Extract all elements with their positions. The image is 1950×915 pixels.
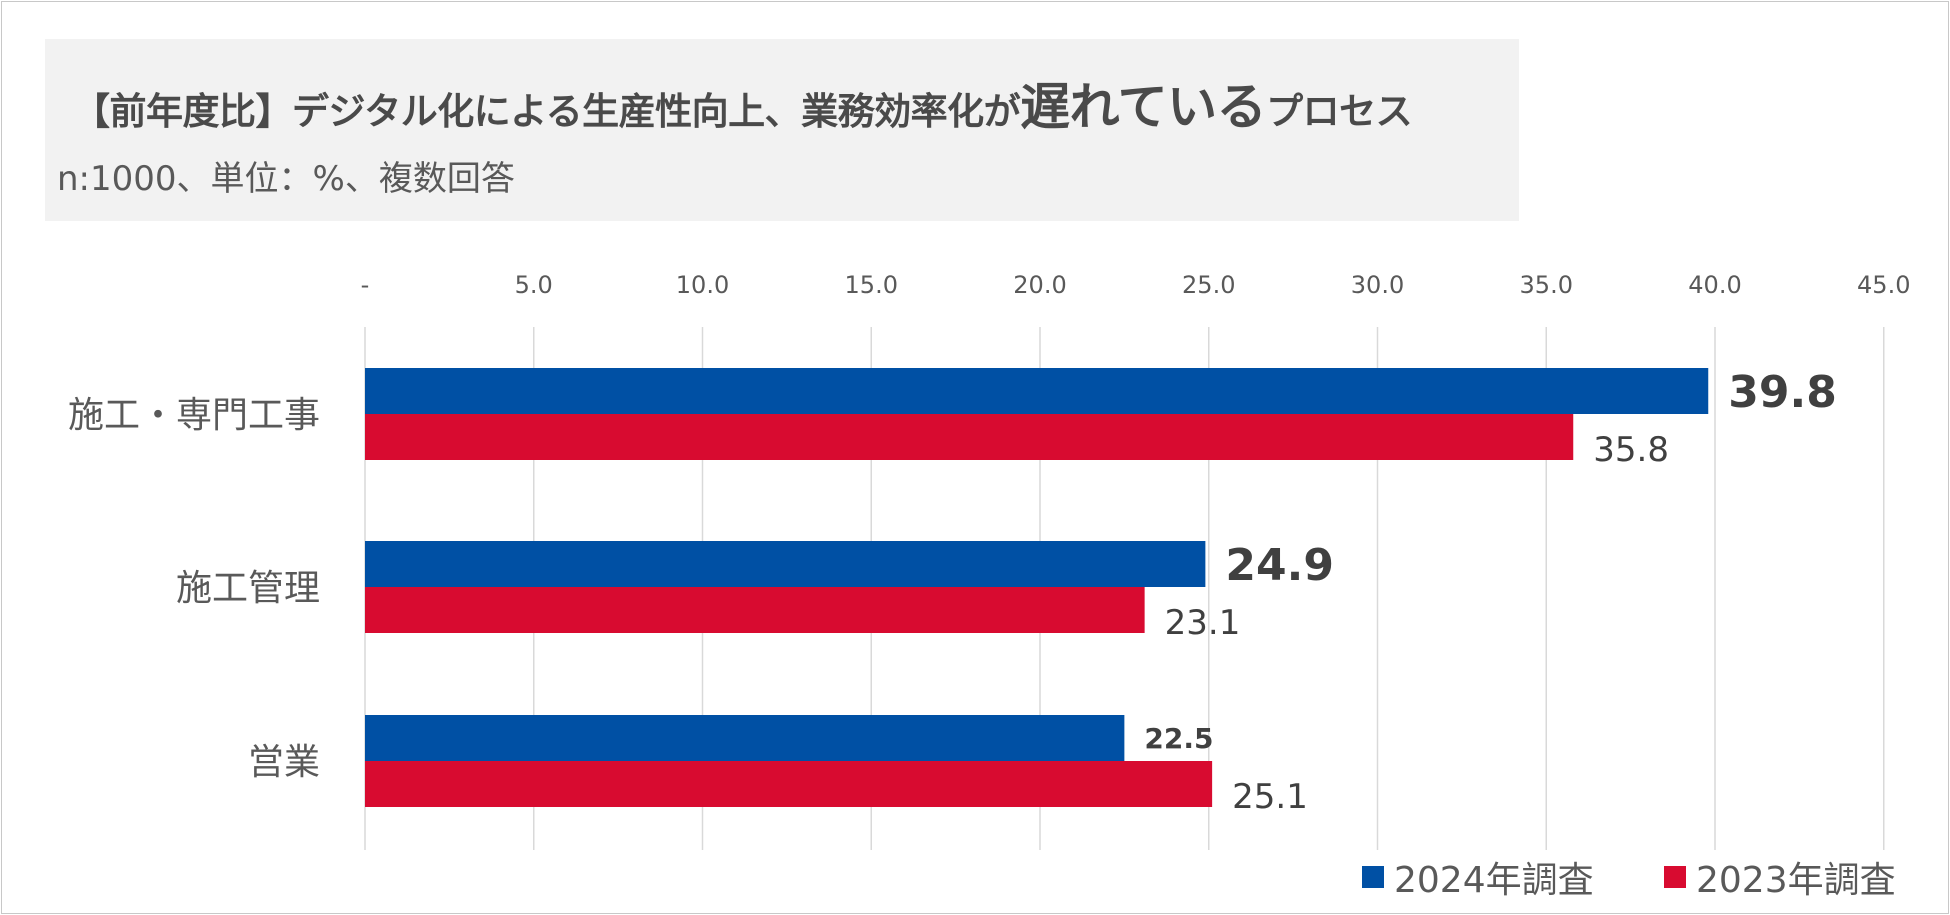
data-label-2024: 39.8 [1728,367,1837,418]
legend-label-2023: 2023年調査 [1696,860,1896,901]
legend-swatch-2023 [1664,866,1686,888]
category-label: 施工・専門工事 [68,395,320,436]
x-tick-label: 30.0 [1351,271,1404,299]
bar-2023 [365,761,1213,807]
chart-title: 【前年度比】デジタル化による生産性向上、業務効率化が遅れているプロセス [73,67,1413,139]
x-tick-label: 5.0 [515,271,553,299]
data-label-2023: 23.1 [1165,603,1241,643]
bar-2024 [365,715,1125,761]
category-label: 施工管理 [176,568,320,609]
data-label-2024: 22.5 [1144,722,1213,755]
x-tick-label: 10.0 [676,271,729,299]
chart-subtitle: n:1000、単位：%、複数回答 [57,159,515,199]
title-prefix: 【前年度比】デジタル化による生産性向上、業務効率化が [73,90,1021,133]
legend-swatch-2024 [1362,866,1384,888]
category-label: 営業 [248,742,320,783]
bar-2024 [365,541,1206,587]
x-tick-label: - [361,271,370,299]
bar-2023 [365,414,1574,460]
bar-2024 [365,368,1709,414]
data-label-2023: 35.8 [1593,430,1669,470]
title-emphasis: 遅れている [1020,78,1267,136]
x-tick-label: 45.0 [1857,271,1910,299]
x-tick-label: 25.0 [1182,271,1235,299]
legend-item-2023: 2023年調査 [1664,851,1896,903]
x-tick-label: 40.0 [1688,271,1741,299]
title-suffix: プロセス [1266,90,1413,133]
x-tick-label: 20.0 [1013,271,1066,299]
bar-2023 [365,587,1145,633]
legend-item-2024: 2024年調査 [1362,851,1594,903]
x-tick-label: 35.0 [1520,271,1573,299]
data-label-2024: 24.9 [1225,540,1334,591]
data-label-2023: 25.1 [1232,777,1308,817]
legend-label-2024: 2024年調査 [1394,860,1594,901]
x-tick-label: 15.0 [845,271,898,299]
chart-header: 【前年度比】デジタル化による生産性向上、業務効率化が遅れているプロセス n:10… [45,39,1519,221]
